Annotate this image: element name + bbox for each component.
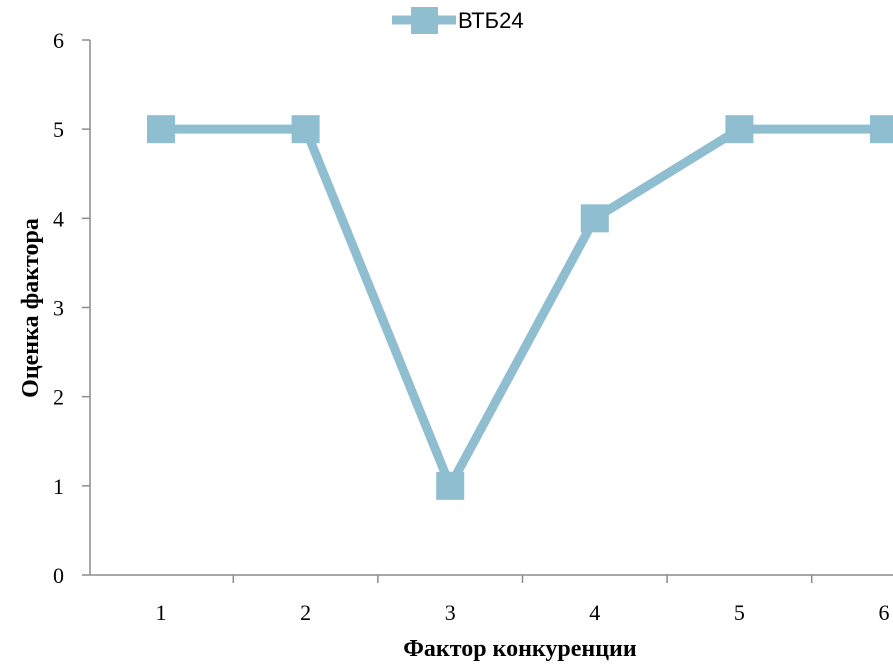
- y-axis-title: Оценка фактора: [18, 218, 44, 398]
- x-tick-label: 2: [300, 600, 311, 625]
- y-tick-label: 5: [53, 117, 64, 142]
- series-line: [161, 124, 884, 497]
- data-point-marker: [291, 115, 320, 144]
- y-tick-group: 0 1 2 3 4 5 6: [53, 28, 90, 588]
- data-point-marker: [580, 204, 609, 233]
- x-tick-label: 3: [445, 600, 456, 625]
- data-point-marker: [725, 115, 754, 144]
- legend: ВТБ24: [392, 7, 524, 34]
- legend-marker: [411, 7, 438, 34]
- data-point-marker: [870, 115, 893, 144]
- y-tick-label: 4: [53, 206, 64, 231]
- y-tick-label: 1: [53, 474, 64, 499]
- x-axis-title: Фактор конкуренции: [403, 636, 637, 662]
- y-tick-label: 3: [53, 296, 64, 321]
- y-tick-label: 6: [53, 28, 64, 53]
- data-point-marker: [436, 471, 465, 500]
- y-tick-label: 0: [53, 563, 64, 588]
- legend-label: ВТБ24: [458, 8, 524, 33]
- x-tick-label: 4: [589, 600, 600, 625]
- x-tick-group: 1 2 3 4 5 6: [156, 575, 890, 625]
- x-tick-label: 5: [734, 600, 745, 625]
- series-group: [147, 115, 893, 500]
- y-tick-label: 2: [53, 385, 64, 410]
- x-tick-label: 6: [879, 600, 890, 625]
- x-tick-label: 1: [156, 600, 167, 625]
- data-point-marker: [147, 115, 175, 144]
